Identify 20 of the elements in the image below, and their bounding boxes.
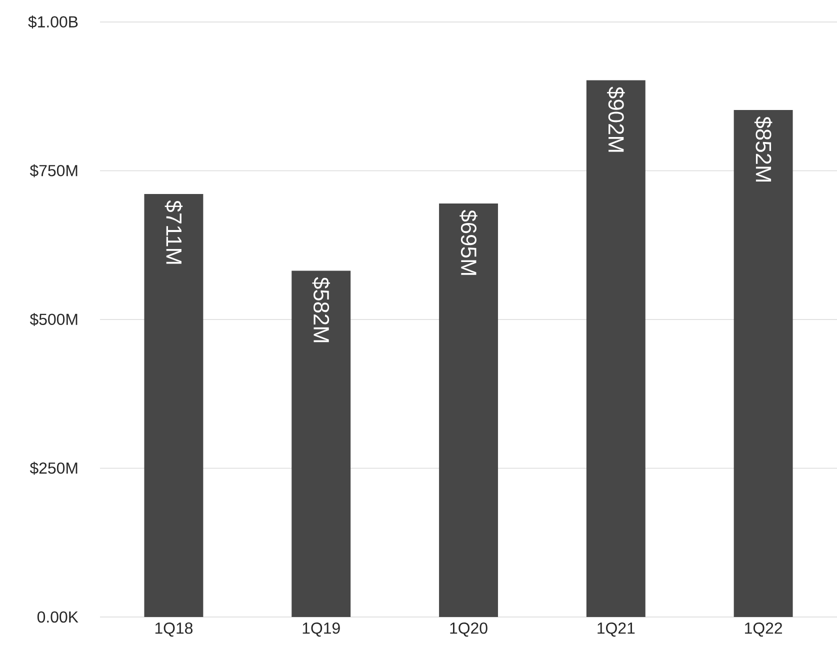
bar: [292, 270, 351, 617]
x-tick-label: 1Q20: [450, 622, 488, 637]
y-tick-label: $750M: [30, 164, 78, 178]
y-tick-label: $1.00B: [28, 16, 78, 28]
y-tick-label: $500M: [30, 313, 78, 326]
x-tick-label: 1Q21: [598, 622, 635, 637]
x-tick-label: 1Q18: [155, 622, 193, 637]
data-label: $711M: [164, 200, 183, 264]
bar: [439, 203, 498, 617]
data-label: $582M: [312, 277, 330, 342]
data-label: $852M: [754, 116, 772, 182]
y-tick-label: $250M: [30, 462, 78, 475]
x-tick-label: 1Q22: [745, 622, 782, 637]
x-tick-label: 1Q19: [302, 622, 340, 637]
y-tick-label: 0.00K: [37, 611, 78, 623]
data-label: $695M: [460, 210, 478, 275]
bar: [144, 194, 204, 617]
data-label: $902M: [607, 86, 625, 152]
bar: [586, 80, 646, 617]
bar: [734, 110, 793, 617]
